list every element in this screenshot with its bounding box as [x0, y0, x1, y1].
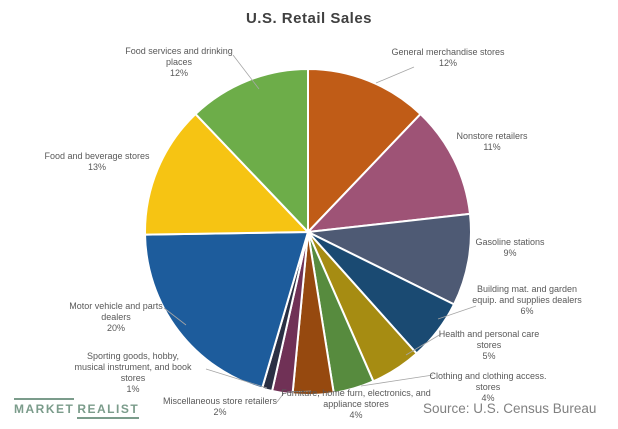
pie-label-gasoline-stations: Gasoline stations 9%	[475, 237, 545, 258]
chart-title: U.S. Retail Sales	[245, 10, 373, 27]
leader-line-miscellaneous-store-retailers	[276, 392, 285, 403]
leader-line-furniture-home-furn-electronics-and-appl	[286, 390, 312, 393]
pie-label-motor-vehicle-and-parts-dealers: Motor vehicle and parts dealers 20%	[69, 301, 163, 333]
pie-label-furniture-home-furn-electronics-and-appl: Furniture, home furn, electronics, and ap…	[281, 388, 431, 420]
pie-label-nonstore-retailers: Nonstore retailers 11%	[456, 131, 528, 152]
pie-slice-nonstore-retailers	[307, 113, 471, 233]
pie-label-food-and-beverage-stores: Food and beverage stores 13%	[44, 151, 150, 172]
pie-label-sporting-goods-hobby-musical-instrument-: Sporting goods, hobby, musical instrument…	[74, 351, 192, 394]
logo-word-realist: REALIST	[77, 402, 140, 419]
pie-label-health-and-personal-care-stores: Health and personal care stores 5%	[438, 329, 540, 361]
logo-word-market: MARKET	[14, 398, 75, 416]
pie-label-general-merchandise-stores: General merchandise stores 12%	[391, 47, 505, 68]
pie-label-clothing-and-clothing-access-stores: Clothing and clothing access. stores 4%	[429, 371, 547, 403]
market-realist-logo: MARKET REALIST	[14, 398, 140, 419]
pie-label-building-mat-and-garden-equip-and-suppli: Building mat. and garden equip. and suppl…	[472, 284, 582, 316]
leader-line-food-services-and-drinking-places	[232, 54, 260, 90]
pie-slice-general-merchandise-stores	[307, 68, 422, 233]
leader-line-motor-vehicle-and-parts-dealers	[163, 307, 187, 326]
pie-slice-food-services-and-drinking-places	[194, 68, 309, 233]
leader-line-building-mat-and-garden-equip-and-suppli	[437, 305, 477, 320]
pie-label-miscellaneous-store-retailers: Miscellaneous store retailers 2%	[162, 396, 278, 417]
pie-slice-food-and-beverage-stores	[144, 113, 309, 236]
pie-label-food-services-and-drinking-places: Food services and drinking places 12%	[125, 46, 233, 78]
leader-line-health-and-personal-care-stores	[405, 333, 442, 356]
source-note: Source: U.S. Census Bureau	[423, 401, 597, 416]
leader-line-clothing-and-clothing-access-stores	[360, 374, 434, 387]
pie-slice-motor-vehicle-and-parts-dealers	[144, 231, 309, 390]
pie-slice-gasoline-stations	[307, 212, 472, 306]
leader-line-sporting-goods-hobby-musical-instrument-	[205, 368, 268, 389]
leader-line-general-merchandise-stores	[375, 66, 415, 84]
